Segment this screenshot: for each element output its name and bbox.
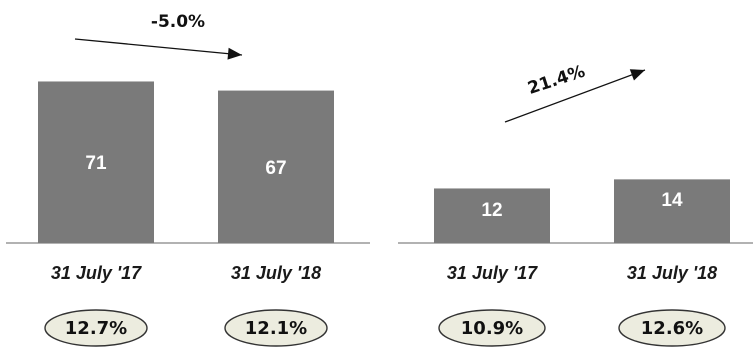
bar-value-label: 12 — [481, 200, 502, 221]
change-arrow-line — [504, 69, 646, 123]
change-label: 21.4% — [525, 62, 587, 99]
ratio-label: 12.1% — [245, 318, 307, 339]
bar-value-label: 67 — [265, 158, 286, 179]
x-tick-label: 31 July '18 — [231, 263, 321, 283]
bar — [38, 81, 154, 243]
bar-value-label: 71 — [85, 153, 107, 174]
chart-panel-1: 71 31 July '17 12.7% 67 31 July '18 12.1% -5.0… — [6, 12, 370, 347]
ratio-pill — [224, 309, 328, 347]
bar-value-label: 14 — [661, 190, 683, 211]
ratio-label: 12.7% — [65, 318, 127, 339]
change-arrowhead — [227, 47, 242, 60]
x-tick-label: 31 July '17 — [51, 263, 142, 283]
x-tick-label: 31 July '18 — [627, 263, 717, 283]
ratio-pill — [44, 309, 148, 347]
bar — [434, 188, 550, 243]
bar — [614, 179, 730, 243]
chart-panel-2: 12 31 July '17 10.9% 14 31 July '18 12.6% 21.4… — [398, 62, 753, 347]
x-tick-label: 31 July '17 — [447, 263, 538, 283]
change-label: -5.0% — [151, 12, 205, 32]
change-arrowhead — [629, 69, 645, 81]
ratio-pill — [438, 309, 546, 347]
bar — [218, 90, 334, 243]
ratio-label: 12.6% — [641, 318, 703, 339]
ratio-label: 10.9% — [461, 318, 523, 339]
change-arrow-line — [74, 38, 243, 56]
ratio-pill — [618, 309, 726, 347]
